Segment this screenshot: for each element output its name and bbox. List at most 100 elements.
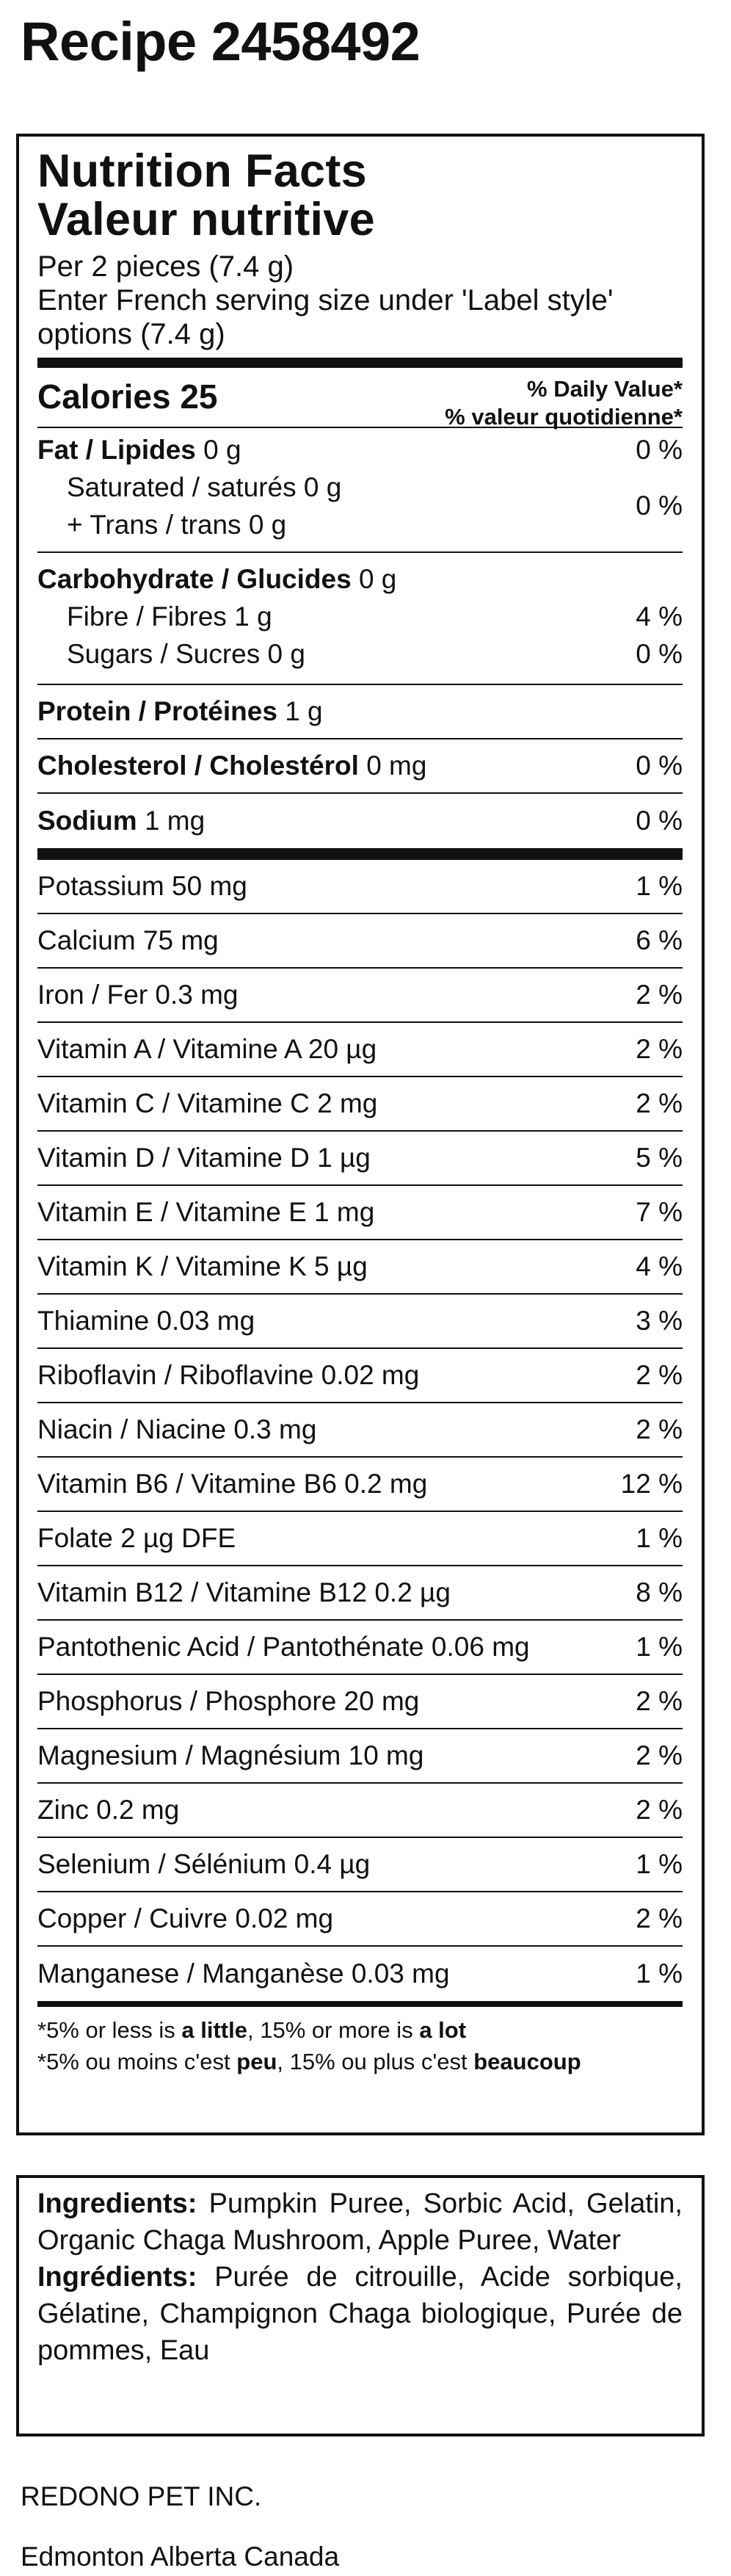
ingredients-english: Ingredients: Pumpkin Puree, Sorbic Acid,…	[37, 2185, 683, 2259]
micronutrient-label: Manganese / Manganèse 0.03 mg	[37, 1958, 450, 1989]
carbohydrate-amount: 0 g	[358, 564, 397, 594]
cholesterol-label: Cholesterol / Cholestérol	[37, 750, 359, 781]
sugars-label: Sugars / Sucres	[67, 639, 261, 669]
sodium-row: Sodium 1 mg 0 %	[37, 794, 683, 848]
protein-label: Protein / Protéines	[37, 696, 277, 726]
trans-row: + Trans / trans 0 g	[67, 506, 341, 543]
ingredients-text-french: Purée de citrouille, Acide sorbique, Gél…	[37, 2262, 683, 2366]
micronutrient-row: Vitamin B12 / Vitamine B12 0.2 µg 8 %	[37, 1566, 683, 1621]
saturated-row: Saturated / saturés 0 g	[67, 468, 341, 506]
footnote-english: *5% or less is a little, 15% or more is …	[37, 2017, 467, 2043]
micronutrient-label: Copper / Cuivre 0.02 mg	[37, 1903, 334, 1933]
company-name: REDONO PET INC.	[21, 2481, 262, 2511]
calories-row: Calories 25 % Daily Value* % valeur quot…	[37, 368, 683, 431]
micronutrient-row: Iron / Fer 0.3 mg 2 %	[37, 969, 683, 1023]
micronutrient-row: Pantothenic Acid / Pantothénate 0.06 mg 1…	[37, 1621, 683, 1675]
micronutrient-percent: 4 %	[636, 1251, 683, 1281]
carbohydrate-row: Carbohydrate / Glucides 0 g	[37, 560, 683, 598]
thick-divider	[37, 358, 683, 368]
micronutrient-row: Zinc 0.2 mg 2 %	[37, 1784, 683, 1838]
daily-value-english: % Daily Value*	[527, 376, 683, 402]
micronutrient-label: Magnesium / Magnésium 10 mg	[37, 1740, 424, 1770]
serving-size-french-note: Enter French serving size under 'Label s…	[37, 284, 614, 350]
micronutrient-row: Vitamin K / Vitamine K 5 µg 4 %	[37, 1240, 683, 1295]
sugars-amount: 0 g	[267, 639, 305, 669]
ingredients-text: Pumpkin Puree, Sorbic Acid, Gelatin, Org…	[37, 2188, 683, 2256]
cholesterol-percent: 0 %	[636, 750, 683, 781]
page-title: Recipe 2458492	[21, 11, 421, 72]
saturated-trans-percent: 0 %	[636, 491, 683, 521]
micronutrient-row: Folate 2 µg DFE 1 %	[37, 1512, 683, 1566]
micronutrient-percent: 2 %	[636, 1414, 683, 1444]
nutrition-facts-heading: Nutrition Facts Valeur nutritive	[37, 147, 683, 244]
micronutrient-label: Vitamin D / Vitamine D 1 µg	[37, 1143, 371, 1173]
micronutrient-row: Phosphorus / Phosphore 20 mg 2 %	[37, 1675, 683, 1729]
micronutrient-row: Vitamin D / Vitamine D 1 µg 5 %	[37, 1132, 683, 1186]
fat-group: Fat / Lipides 0 g 0 % Saturated / saturé…	[37, 428, 683, 553]
micronutrient-percent: 3 %	[636, 1306, 683, 1336]
micronutrient-row: Manganese / Manganèse 0.03 mg 1 %	[37, 1947, 683, 2001]
protein-amount: 1 g	[285, 696, 323, 726]
fat-percent: 0 %	[636, 435, 683, 465]
micronutrient-label: Phosphorus / Phosphore 20 mg	[37, 1686, 420, 1716]
ingredients-panel: Ingredients: Pumpkin Puree, Sorbic Acid,…	[16, 2175, 705, 2436]
micronutrient-percent: 12 %	[620, 1469, 683, 1499]
daily-value-header: % Daily Value* % valeur quotidienne*	[445, 375, 683, 431]
micronutrient-label: Zinc 0.2 mg	[37, 1795, 180, 1825]
micronutrient-label: Potassium 50 mg	[37, 871, 247, 901]
serving-size: Per 2 pieces (7.4 g) Enter French servin…	[37, 250, 683, 351]
fat-row: Fat / Lipides 0 g 0 %	[37, 431, 683, 468]
calories-value: 25	[180, 377, 218, 416]
micronutrient-percent: 1 %	[636, 1632, 683, 1662]
micronutrient-percent: 2 %	[636, 1360, 683, 1390]
micronutrient-row: Copper / Cuivre 0.02 mg 2 %	[37, 1892, 683, 1947]
sugars-percent: 0 %	[636, 639, 683, 669]
micronutrient-label: Vitamin B12 / Vitamine B12 0.2 µg	[37, 1577, 451, 1607]
fibre-label: Fibre / Fibres	[67, 601, 227, 632]
micronutrient-percent: 8 %	[636, 1577, 683, 1607]
fat-label: Fat / Lipides	[37, 435, 196, 465]
micronutrient-row: Vitamin E / Vitamine E 1 mg 7 %	[37, 1186, 683, 1240]
cholesterol-row: Cholesterol / Cholestérol 0 mg 0 %	[37, 739, 683, 794]
heading-english: Nutrition Facts	[37, 145, 368, 197]
heading-french: Valeur nutritive	[37, 194, 375, 245]
divider	[37, 2001, 683, 2007]
micronutrient-row: Niacin / Niacine 0.3 mg 2 %	[37, 1403, 683, 1458]
thick-divider	[37, 848, 683, 860]
sugars-row: Sugars / Sucres 0 g 0 %	[37, 635, 683, 673]
saturated-trans-group: Saturated / saturés 0 g + Trans / trans …	[37, 468, 683, 543]
micronutrient-percent: 2 %	[636, 1034, 683, 1064]
micronutrient-label: Vitamin K / Vitamine K 5 µg	[37, 1251, 368, 1281]
micronutrient-label: Calcium 75 mg	[37, 925, 219, 955]
micronutrient-label: Vitamin B6 / Vitamine B6 0.2 mg	[37, 1469, 428, 1499]
sodium-amount: 1 mg	[144, 806, 206, 836]
micronutrient-label: Iron / Fer 0.3 mg	[37, 980, 239, 1010]
carbohydrate-group: Carbohydrate / Glucides 0 g Fibre / Fibr…	[37, 553, 683, 685]
footnote-french: *5% ou moins c'est peu, 15% ou plus c'es…	[37, 2049, 581, 2074]
micronutrient-label: Riboflavin / Riboflavine 0.02 mg	[37, 1360, 420, 1390]
sodium-label: Sodium	[37, 806, 137, 836]
micronutrient-row: Thiamine 0.03 mg 3 %	[37, 1295, 683, 1349]
micronutrient-row: Calcium 75 mg 6 %	[37, 914, 683, 969]
sodium-percent: 0 %	[636, 806, 683, 836]
trans-amount: 0 g	[248, 510, 287, 540]
daily-value-footnote: *5% or less is a little, 15% or more is …	[37, 2007, 683, 2077]
micronutrient-row: Vitamin B6 / Vitamine B6 0.2 mg 12 %	[37, 1458, 683, 1512]
micronutrient-percent: 2 %	[636, 1088, 683, 1118]
calories-label: Calories	[37, 377, 171, 416]
calories: Calories 25	[37, 375, 217, 416]
micronutrient-percent: 1 %	[636, 1849, 683, 1879]
micronutrient-percent: 1 %	[636, 1958, 683, 1989]
daily-value-french: % valeur quotidienne*	[445, 404, 683, 430]
micronutrient-percent: 2 %	[636, 980, 683, 1010]
carbohydrate-label: Carbohydrate / Glucides	[37, 564, 352, 594]
trans-label: + Trans / trans	[67, 510, 241, 540]
micronutrient-row: Selenium / Sélénium 0.4 µg 1 %	[37, 1838, 683, 1892]
fat-amount: 0 g	[203, 435, 241, 465]
company-location: Edmonton Alberta Canada	[21, 2541, 340, 2572]
ingredients-label-french: Ingrédients:	[37, 2262, 197, 2293]
micronutrient-row: Potassium 50 mg 1 %	[37, 860, 683, 914]
micronutrient-percent: 2 %	[636, 1686, 683, 1716]
micronutrient-label: Selenium / Sélénium 0.4 µg	[37, 1849, 371, 1879]
micronutrient-label: Folate 2 µg DFE	[37, 1523, 236, 1553]
